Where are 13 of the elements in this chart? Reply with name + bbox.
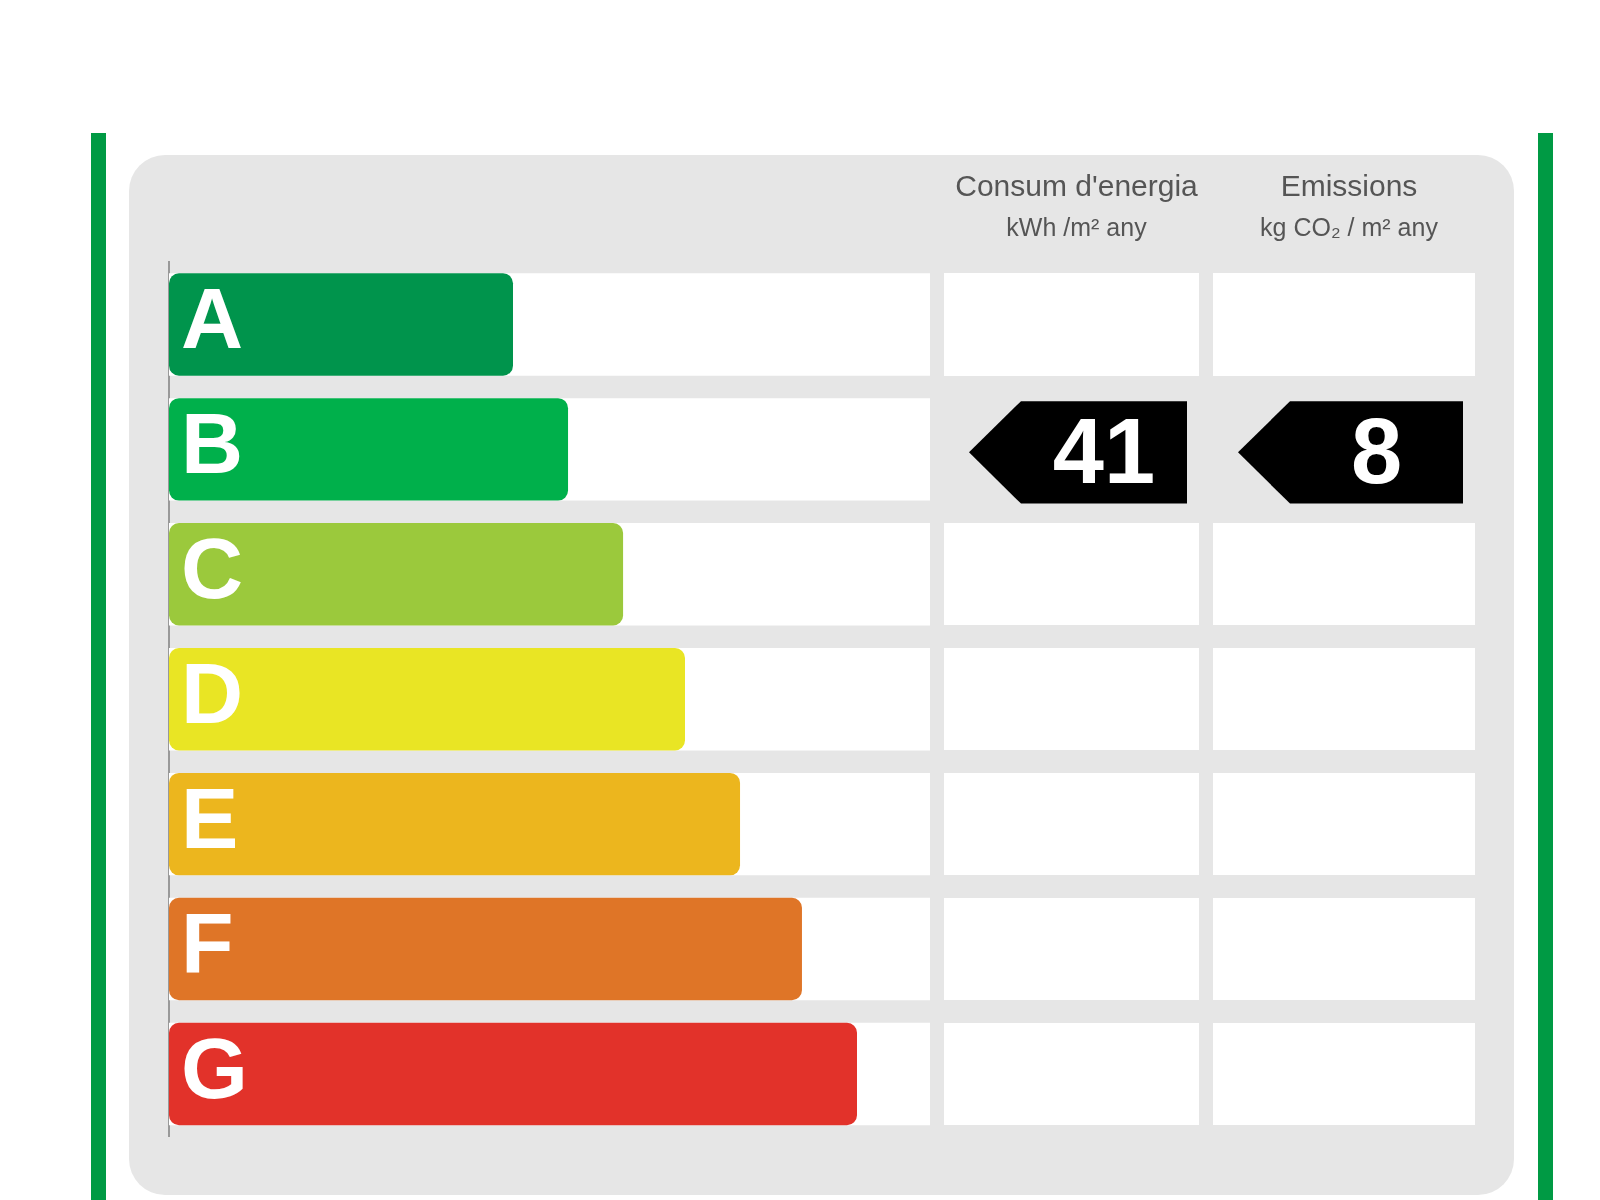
y-tick-label: E: [181, 769, 239, 866]
y-tick-label: F: [181, 894, 234, 991]
text: Consum d'energia: [955, 169, 1199, 203]
y-tick-label: D: [181, 644, 244, 741]
text: kWh /m² any: [1006, 212, 1148, 241]
y-tick-label: B: [181, 395, 244, 492]
text: kg CO₂ / m² any: [1260, 212, 1439, 241]
text: Emissions: [1280, 169, 1418, 203]
y-tick-label: G: [181, 1019, 248, 1116]
y-tick-label: A: [181, 270, 244, 367]
y-tick-label: C: [181, 520, 244, 616]
text: 8: [1350, 399, 1403, 502]
text: 41: [1052, 399, 1156, 502]
